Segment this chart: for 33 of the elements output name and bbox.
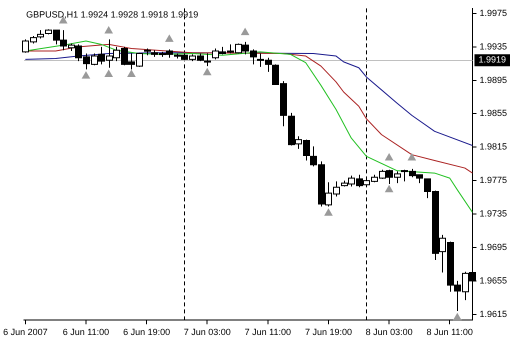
x-tick-label: 8 Jun 03:00 — [366, 327, 413, 338]
y-tick-label: 1.9895 — [479, 74, 508, 85]
y-tick-label: 1.9975 — [479, 8, 508, 18]
chart-title: GBPUSD,H1 1.9924 1.9928 1.9918 1.9919 — [26, 9, 198, 20]
y-tick-label: 1.9855 — [479, 108, 508, 118]
x-tick-label: 8 Jun 11:00 — [426, 327, 473, 338]
y-tick-label: 1.9775 — [479, 175, 508, 186]
candlestick — [204, 53, 211, 67]
point — [408, 154, 416, 161]
point — [82, 72, 90, 79]
point — [324, 208, 332, 216]
x-tick-label: 7 Jun 19:00 — [304, 327, 352, 338]
x-tick-label: 6 Jun 11:00 — [62, 327, 110, 338]
x-tick-label: 6 Jun 19:00 — [123, 327, 170, 338]
x-tick-label: 6 Jun 2007 — [3, 327, 48, 338]
point — [385, 185, 394, 192]
y-tick-label: 1.9695 — [479, 242, 508, 252]
point — [104, 26, 113, 34]
x-tick-label: 7 Jun 11:00 — [244, 327, 292, 338]
point — [241, 28, 250, 36]
point — [203, 68, 212, 76]
ref-line-label: 1.9919 — [478, 54, 506, 65]
x-tick-label: 7 Jun 03:00 — [184, 327, 231, 338]
y-tick-label: 1.9935 — [479, 41, 508, 52]
point — [104, 70, 113, 77]
point — [127, 70, 136, 77]
y-tick-label: 1.9655 — [479, 275, 508, 286]
y-tick-label: 1.9615 — [479, 308, 508, 319]
point — [165, 34, 174, 42]
point — [453, 313, 462, 320]
y-tick-label: 1.9735 — [479, 208, 508, 219]
y-tick-label: 1.9815 — [479, 142, 508, 152]
point — [385, 154, 394, 161]
